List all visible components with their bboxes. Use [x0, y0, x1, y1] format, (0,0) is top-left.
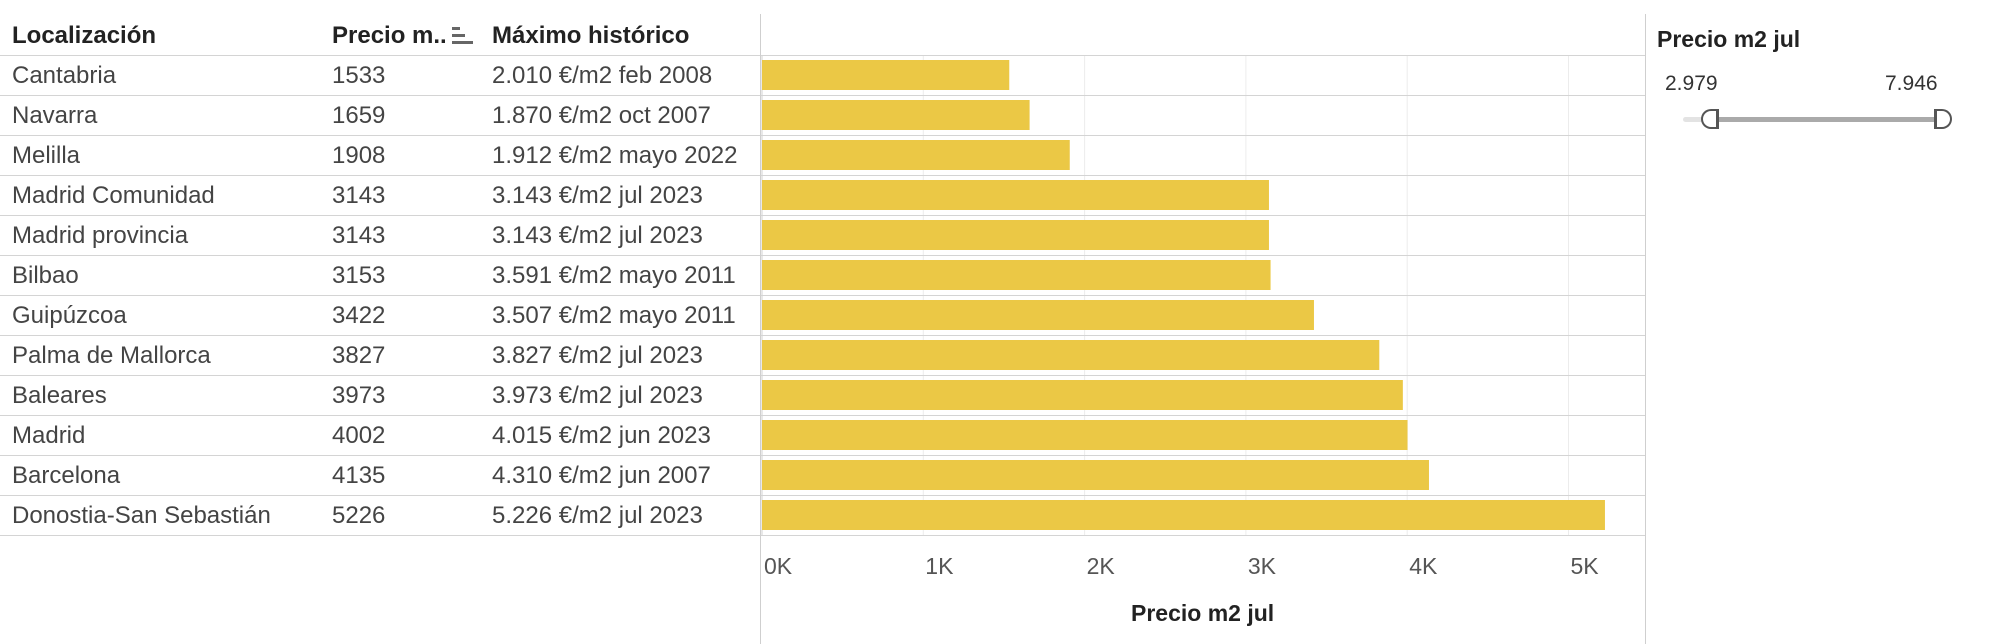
row-divider: [0, 55, 1645, 56]
cell-price: 4135: [332, 462, 386, 489]
table-row[interactable]: Bilbao 3153 3.591 €/m2 mayo 2011: [0, 256, 1645, 296]
x-tick-label: 2K: [1087, 553, 1116, 579]
row-divider: [0, 95, 1645, 96]
cell-price: 1659: [332, 102, 386, 129]
bar[interactable]: [762, 260, 1271, 290]
filter-min-value: 2.979: [1665, 72, 1718, 95]
bar[interactable]: [762, 500, 1605, 530]
cell-price: 3143: [332, 222, 386, 249]
table-row[interactable]: Baleares 3973 3.973 €/m2 jul 2023: [0, 376, 1645, 416]
row-divider: [0, 415, 1645, 416]
cell-max-historico: 3.827 €/m2 jul 2023: [492, 342, 703, 369]
bar[interactable]: [762, 300, 1314, 330]
cell-price: 3827: [332, 342, 386, 369]
slider-max-handle[interactable]: [1934, 109, 1952, 129]
cell-max-historico: 3.973 €/m2 jul 2023: [492, 382, 703, 409]
cell-max-historico: 1.870 €/m2 oct 2007: [492, 102, 711, 129]
table-row[interactable]: Melilla 1908 1.912 €/m2 mayo 2022: [0, 136, 1645, 176]
cell-location: Navarra: [12, 102, 98, 129]
row-divider: [0, 255, 1645, 256]
cell-location: Madrid: [12, 422, 86, 449]
x-axis-title: Precio m2 jul: [1131, 600, 1275, 626]
bar[interactable]: [762, 380, 1403, 410]
row-divider: [0, 215, 1645, 216]
x-tick-label: 4K: [1409, 553, 1438, 579]
filter-max-value: 7.946: [1885, 72, 1938, 95]
cell-price: 3153: [332, 262, 386, 289]
data-table: Cantabria 1533 2.010 €/m2 feb 2008 Navarra 1…: [0, 0, 760, 644]
slider-selected-range: [1705, 117, 1946, 122]
cell-location: Melilla: [12, 142, 81, 169]
row-divider: [0, 455, 1645, 456]
table-row[interactable]: Madrid Comunidad 3143 3.143 €/m2 jul 2023: [0, 176, 1645, 216]
pane-divider: [760, 14, 761, 644]
cell-price: 1533: [332, 62, 386, 89]
table-row[interactable]: Madrid 4002 4.015 €/m2 jun 2023: [0, 416, 1645, 456]
cell-price: 1908: [332, 142, 386, 169]
x-tick-label: 0K: [764, 553, 793, 579]
cell-location: Barcelona: [12, 462, 121, 489]
x-tick-label: 1K: [925, 553, 954, 579]
pane-divider: [1645, 14, 1646, 644]
table-row[interactable]: Navarra 1659 1.870 €/m2 oct 2007: [0, 96, 1645, 136]
cell-location: Cantabria: [12, 62, 117, 89]
table-row[interactable]: Palma de Mallorca 3827 3.827 €/m2 jul 2023: [0, 336, 1645, 376]
bar[interactable]: [762, 460, 1429, 490]
table-row[interactable]: Barcelona 4135 4.310 €/m2 jun 2007: [0, 456, 1645, 496]
cell-max-historico: 1.912 €/m2 mayo 2022: [492, 142, 738, 169]
cell-max-historico: 3.143 €/m2 jul 2023: [492, 182, 703, 209]
x-tick-label: 5K: [1571, 553, 1600, 579]
row-divider: [0, 175, 1645, 176]
cell-max-historico: 3.143 €/m2 jul 2023: [492, 222, 703, 249]
slider-min-handle[interactable]: [1701, 109, 1720, 129]
cell-max-historico: 4.310 €/m2 jun 2007: [492, 462, 711, 489]
header-max-historico[interactable]: Máximo histórico: [492, 22, 690, 49]
bar[interactable]: [762, 340, 1380, 370]
cell-price: 3973: [332, 382, 386, 409]
cell-max-historico: 4.015 €/m2 jun 2023: [492, 422, 711, 449]
cell-location: Madrid provincia: [12, 222, 189, 249]
row-divider: [0, 495, 1645, 496]
cell-location: Bilbao: [12, 262, 79, 289]
cell-location: Donostia-San Sebastián: [12, 502, 271, 529]
row-divider: [0, 535, 1645, 536]
cell-location: Baleares: [12, 382, 107, 409]
row-divider: [0, 375, 1645, 376]
row-divider: [0, 295, 1645, 296]
cell-max-historico: 5.226 €/m2 jul 2023: [492, 502, 703, 529]
cell-location: Palma de Mallorca: [12, 342, 211, 369]
cell-price: 3143: [332, 182, 386, 209]
x-tick-label: 3K: [1248, 553, 1277, 579]
cell-location: Guipúzcoa: [12, 302, 127, 329]
table-row[interactable]: Madrid provincia 3143 3.143 €/m2 jul 2023: [0, 216, 1645, 256]
bar[interactable]: [762, 140, 1070, 170]
cell-price: 5226: [332, 502, 386, 529]
cell-price: 3422: [332, 302, 386, 329]
bar[interactable]: [762, 100, 1030, 130]
filter-title: Precio m2 jul: [1657, 26, 1801, 52]
bar[interactable]: [762, 60, 1010, 90]
bar[interactable]: [762, 180, 1269, 210]
bar[interactable]: [762, 220, 1269, 250]
bar[interactable]: [762, 420, 1408, 450]
header-price[interactable]: Precio m..: [332, 22, 447, 49]
cell-max-historico: 3.591 €/m2 mayo 2011: [492, 262, 736, 289]
table-row[interactable]: Guipúzcoa 3422 3.507 €/m2 mayo 2011: [0, 296, 1645, 336]
row-divider: [0, 135, 1645, 136]
sort-descending-icon[interactable]: [452, 26, 474, 48]
cell-max-historico: 2.010 €/m2 feb 2008: [492, 62, 713, 89]
table-row[interactable]: Donostia-San Sebastián 5226 5.226 €/m2 jul…: [0, 496, 1645, 536]
cell-location: Madrid Comunidad: [12, 182, 215, 209]
cell-max-historico: 3.507 €/m2 mayo 2011: [492, 302, 736, 329]
row-divider: [0, 335, 1645, 336]
table-row[interactable]: Cantabria 1533 2.010 €/m2 feb 2008: [0, 56, 1645, 96]
header-location[interactable]: Localización: [12, 22, 157, 49]
cell-price: 4002: [332, 422, 386, 449]
